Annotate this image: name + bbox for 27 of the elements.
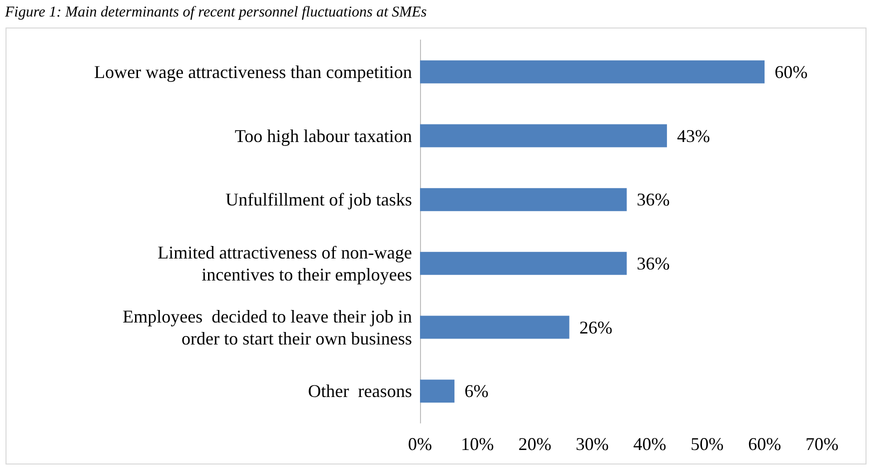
data-label: 36% [636,190,670,210]
bar [420,316,570,339]
x-tick-label: 50% [690,434,724,454]
bar [420,124,667,148]
bar [420,188,627,212]
y-tick-label: Employees decided to leave their job in order to start their own business [122,306,412,348]
x-tick-label: 40% [633,434,666,454]
bar [420,252,627,275]
x-tick-label: 70% [806,434,838,454]
data-label: 60% [774,62,808,82]
data-label: 6% [464,381,488,402]
data-label: 36% [636,253,670,274]
y-tick-label: Limited attractiveness of non-wage incentives to their employees [158,242,412,284]
bar [420,60,765,84]
y-tick-label: Lower wage attractiveness than competition [94,62,412,82]
data-label: 43% [676,126,710,146]
y-tick-label: Unfulfillment of job tasks [226,190,412,210]
x-tick-label: 60% [748,434,782,454]
x-tick-label: 20% [518,434,552,454]
text: Figure 1: Main determinants of recent personnel fluctuations at SMEs [4,4,427,20]
data-label: 26% [579,317,612,338]
y-tick-label: Other reasons [308,381,412,402]
x-tick-label: 0% [408,434,432,454]
y-tick-label: Too high labour taxation [234,126,412,146]
x-tick-label: 10% [460,434,494,454]
bar [420,380,454,403]
x-tick-label: 30% [576,434,609,454]
